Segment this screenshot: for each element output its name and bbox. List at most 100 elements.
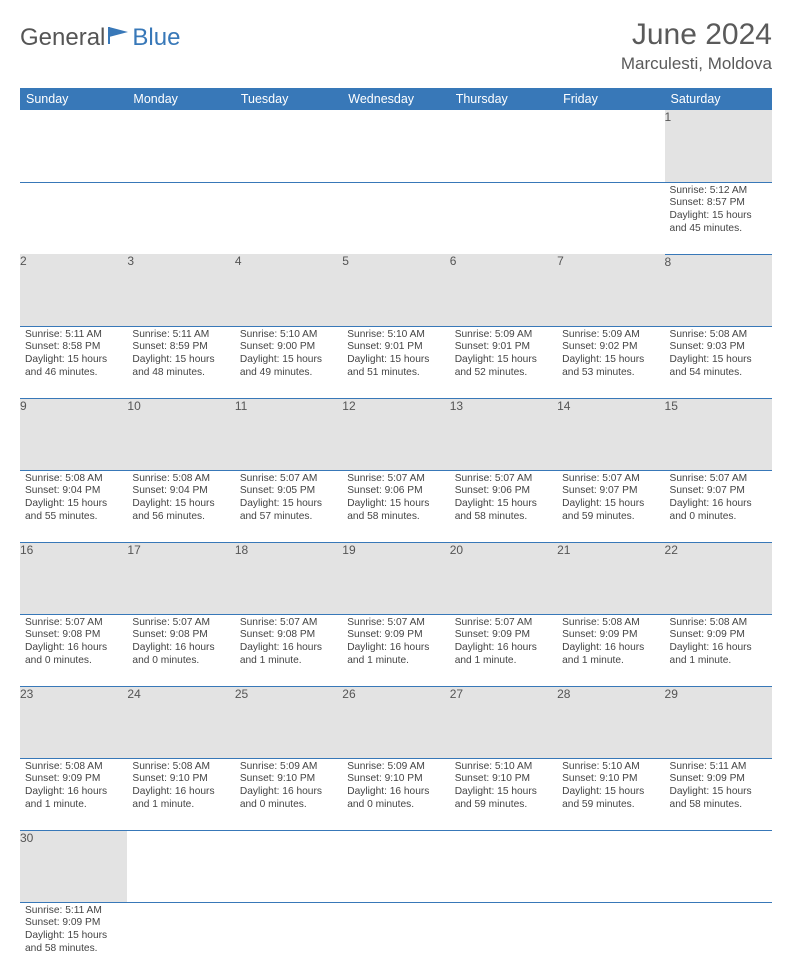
month-title: June 2024: [621, 18, 772, 52]
sunset-line: Sunset: 9:08 PM: [132, 629, 229, 642]
day-cell: [127, 902, 234, 974]
day-cell: Sunrise: 5:12 AMSunset: 8:57 PMDaylight:…: [665, 182, 772, 254]
sunset-line: Sunset: 9:09 PM: [455, 629, 552, 642]
day-number-cell: 18: [235, 542, 342, 614]
day-cell-body: Sunrise: 5:08 AMSunset: 9:03 PMDaylight:…: [665, 327, 772, 384]
weekday-header-row: SundayMondayTuesdayWednesdayThursdayFrid…: [20, 88, 772, 110]
day-number-cell: 4: [235, 254, 342, 326]
sunset-line: Sunset: 9:09 PM: [25, 773, 122, 786]
title-block: June 2024 Marculesti, Moldova: [621, 18, 772, 74]
day-body-row: Sunrise: 5:08 AM Sunset: 9:04 PMDaylight:…: [20, 470, 772, 542]
header: General Blue June 2024 Marculesti, Moldo…: [20, 18, 772, 74]
sunrise-line: Sunrise: 5:08 AM: [562, 617, 659, 630]
day-cell-body: Sunrise: 5:08 AMSunset: 9:09 PMDaylight:…: [665, 615, 772, 672]
day-cell-body: Sunrise: 5:07 AMSunset: 9:08 PMDaylight:…: [235, 615, 342, 672]
day-number-cell: 29: [665, 686, 772, 758]
daylight-line: Daylight: 15 hours and 48 minutes.: [132, 354, 229, 380]
day-number-cell: 5: [342, 254, 449, 326]
day-cell: Sunrise: 5:09 AMSunset: 9:02 PMDaylight:…: [557, 326, 664, 398]
day-cell-body: Sunrise: 5:07 AMSunset: 9:07 PMDaylight:…: [665, 471, 772, 528]
sunset-line: Sunset: 9:03 PM: [670, 341, 767, 354]
sunrise-line: Sunrise: 5:07 AM: [347, 617, 444, 630]
day-number-cell: [557, 830, 664, 902]
sunrise-line: Sunrise: 5:09 AM: [347, 761, 444, 774]
day-cell-body: Sunrise: 5:08 AMSunset: 9:04 PMDaylight:…: [127, 471, 234, 528]
daylight-line: Daylight: 15 hours and 59 minutes.: [455, 786, 552, 812]
day-number-cell: [235, 110, 342, 182]
sunrise-line: Sunrise: 5:07 AM: [240, 473, 337, 486]
sunrise-line: Sunrise: 5:07 AM: [25, 617, 122, 630]
day-cell: [342, 902, 449, 974]
weekday-header: Saturday: [665, 88, 772, 110]
daylight-line: Daylight: 15 hours and 55 minutes.: [25, 498, 122, 524]
day-cell-body: Sunrise: 5:10 AMSunset: 9:10 PMDaylight:…: [450, 759, 557, 816]
day-number-cell: [665, 830, 772, 902]
sunrise-line: Sunrise: 5:08 AM: [670, 617, 767, 630]
sunrise-line: Sunrise: 5:12 AM: [670, 185, 767, 198]
weekday-header: Tuesday: [235, 88, 342, 110]
day-cell: Sunrise: 5:10 AMSunset: 9:00 PMDaylight:…: [235, 326, 342, 398]
sunrise-line: Sunrise: 5:08 AM: [670, 329, 767, 342]
day-cell: [235, 182, 342, 254]
day-cell: Sunrise: 5:07 AMSunset: 9:06 PMDaylight:…: [342, 470, 449, 542]
daylight-line: Daylight: 15 hours and 52 minutes.: [455, 354, 552, 380]
day-cell: Sunrise: 5:07 AMSunset: 9:06 PMDaylight:…: [450, 470, 557, 542]
day-cell: Sunrise: 5:08 AMSunset: 9:04 PMDaylight:…: [127, 470, 234, 542]
day-number-row: 30: [20, 830, 772, 902]
daylight-line: Daylight: 15 hours and 54 minutes.: [670, 354, 767, 380]
day-number-row: 9101112131415: [20, 398, 772, 470]
weekday-header: Monday: [127, 88, 234, 110]
day-cell-body: Sunrise: 5:07 AMSunset: 9:08 PMDaylight:…: [127, 615, 234, 672]
day-body-row: Sunrise: 5:07 AM Sunset: 9:08 PMDaylight:…: [20, 614, 772, 686]
sunset-line: Sunset: 9:09 PM: [562, 629, 659, 642]
day-cell: Sunrise: 5:08 AMSunset: 9:04 PMDaylight:…: [20, 470, 127, 542]
day-body-row: Sunrise: 5:11 AMSunset: 8:58 PMDaylight:…: [20, 326, 772, 398]
day-cell: Sunrise: 5:11 AMSunset: 9:09 PMDaylight:…: [20, 902, 127, 974]
day-cell-body: Sunrise: 5:08 AMSunset: 9:09 PMDaylight:…: [557, 615, 664, 672]
day-number-cell: 25: [235, 686, 342, 758]
day-number-cell: 28: [557, 686, 664, 758]
daylight-line: Daylight: 15 hours and 45 minutes.: [670, 210, 767, 236]
day-number-cell: [127, 110, 234, 182]
day-number-cell: 12: [342, 398, 449, 470]
day-number-cell: [557, 110, 664, 182]
sunset-line: Sunset: 8:57 PM: [670, 197, 767, 210]
day-cell-body: Sunrise: 5:10 AMSunset: 9:00 PMDaylight:…: [235, 327, 342, 384]
day-cell-body: Sunrise: 5:11 AMSunset: 9:09 PMDaylight:…: [20, 903, 127, 960]
day-cell: [665, 902, 772, 974]
day-number-cell: 21: [557, 542, 664, 614]
sunset-line: Sunset: 9:10 PM: [562, 773, 659, 786]
day-number-cell: 7: [557, 254, 664, 326]
day-cell: [20, 182, 127, 254]
day-number-row: 1: [20, 110, 772, 182]
daylight-line: Daylight: 16 hours and 1 minute.: [25, 786, 122, 812]
weekday-header: Sunday: [20, 88, 127, 110]
daylight-line: Daylight: 16 hours and 1 minute.: [132, 786, 229, 812]
day-cell: Sunrise: 5:08 AMSunset: 9:09 PMDaylight:…: [20, 758, 127, 830]
day-body-row: Sunrise: 5:11 AMSunset: 9:09 PMDaylight:…: [20, 902, 772, 974]
day-number-cell: 3: [127, 254, 234, 326]
day-cell: [235, 902, 342, 974]
day-cell: Sunrise: 5:11 AMSunset: 8:59 PMDaylight:…: [127, 326, 234, 398]
day-number-cell: 8: [665, 254, 772, 326]
daylight-line: Daylight: 15 hours and 59 minutes.: [562, 786, 659, 812]
day-cell-body: Sunrise: 5:08 AMSunset: 9:04 PMDaylight:…: [20, 471, 127, 528]
daylight-line: Daylight: 15 hours and 58 minutes.: [25, 930, 122, 956]
location: Marculesti, Moldova: [621, 54, 772, 74]
day-cell: Sunrise: 5:08 AMSunset: 9:09 PMDaylight:…: [557, 614, 664, 686]
day-cell: Sunrise: 5:09 AMSunset: 9:10 PMDaylight:…: [235, 758, 342, 830]
sunset-line: Sunset: 9:06 PM: [347, 485, 444, 498]
weekday-header: Wednesday: [342, 88, 449, 110]
day-cell: [557, 182, 664, 254]
sunrise-line: Sunrise: 5:08 AM: [132, 473, 229, 486]
sunset-line: Sunset: 9:04 PM: [25, 485, 122, 498]
sunrise-line: Sunrise: 5:07 AM: [240, 617, 337, 630]
day-cell: Sunrise: 5:07 AMSunset: 9:08 PMDaylight:…: [20, 614, 127, 686]
daylight-line: Daylight: 16 hours and 0 minutes.: [132, 642, 229, 668]
day-number-cell: 10: [127, 398, 234, 470]
sunset-line: Sunset: 9:09 PM: [670, 773, 767, 786]
daylight-line: Daylight: 16 hours and 0 minutes.: [240, 786, 337, 812]
sunrise-line: Sunrise: 5:07 AM: [455, 473, 552, 486]
day-number-cell: 14: [557, 398, 664, 470]
day-cell-body: Sunrise: 5:08 AMSunset: 9:09 PMDaylight:…: [20, 759, 127, 816]
